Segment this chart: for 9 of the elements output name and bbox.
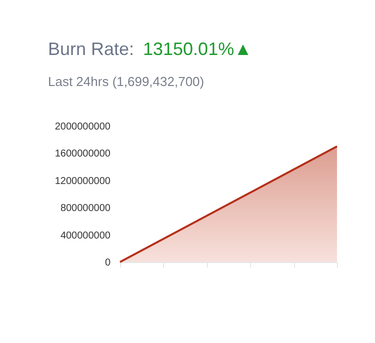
y-tick-label: 0 bbox=[104, 258, 111, 268]
y-tick-label: 1600000000 bbox=[54, 148, 111, 160]
y-tick-label: 1200000000 bbox=[54, 176, 111, 187]
y-tick-label: 800000000 bbox=[60, 203, 111, 214]
y-tick-label: 400000000 bbox=[60, 230, 111, 242]
y-tick-label: 2000000000 bbox=[54, 122, 111, 132]
chart-subtitle: Last 24hrs (1,699,432,700) bbox=[48, 74, 204, 89]
text: 13150.01%▲ bbox=[143, 39, 252, 59]
chart-title: Burn Rate: bbox=[48, 39, 134, 59]
